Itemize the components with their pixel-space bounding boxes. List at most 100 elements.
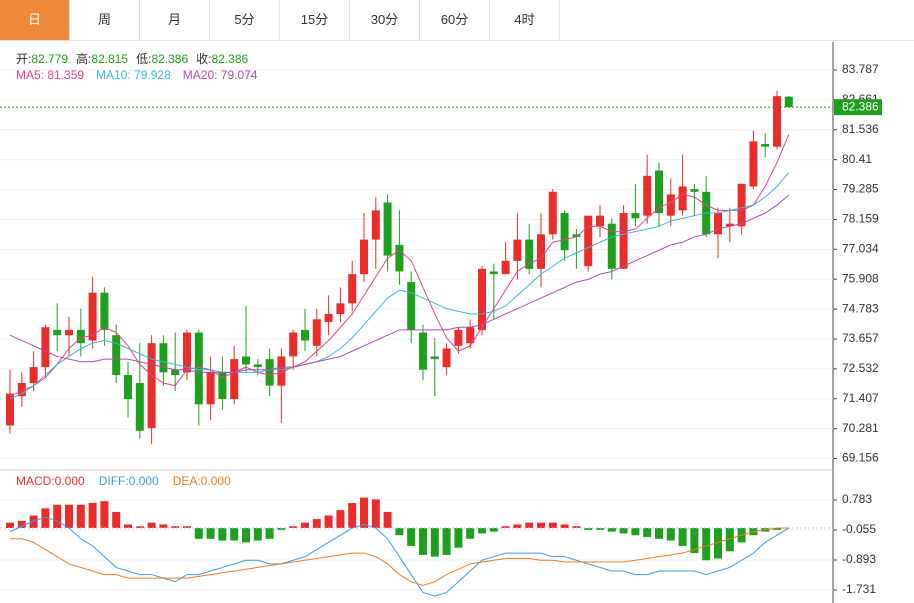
macd-bar	[525, 522, 534, 529]
macd-legend: MACD:0.000	[16, 474, 85, 488]
tab[interactable]: 日	[0, 0, 70, 40]
candle-body	[419, 332, 427, 370]
tab[interactable]: 60分	[420, 0, 490, 40]
candle-body	[596, 215, 604, 227]
macd-bar	[218, 528, 227, 541]
macd-bar	[501, 526, 510, 529]
ma-readout: MA5: 81.359 MA10: 79.928 MA20: 79.074	[16, 68, 269, 82]
macd-bar	[277, 528, 286, 530]
series-line	[9, 516, 790, 597]
y-tick-label: 83.787	[842, 62, 879, 76]
macd-bar	[383, 511, 392, 529]
candle-body	[761, 143, 770, 147]
macd-bar	[489, 528, 498, 532]
candle-body	[690, 189, 699, 192]
candle-body	[501, 260, 510, 275]
candle-body	[371, 210, 380, 240]
candle-body	[206, 372, 215, 405]
candle-body	[383, 202, 392, 256]
candle-body	[194, 332, 203, 405]
macd-bar	[678, 528, 687, 546]
candle-body	[714, 213, 722, 235]
candle-body	[442, 348, 451, 368]
macd-bar	[124, 524, 132, 529]
candle-body	[655, 170, 663, 214]
macd-bar	[253, 528, 262, 541]
macd-bar	[336, 510, 345, 529]
tab[interactable]: 月	[140, 0, 210, 40]
macd-bar	[17, 520, 26, 529]
macd-bar	[53, 504, 62, 529]
y-tick-label: 80.41	[842, 152, 872, 166]
macd-bar	[430, 528, 439, 557]
candle-body	[619, 213, 628, 269]
macd-bar	[655, 528, 663, 539]
tab[interactable]: 15分	[280, 0, 350, 40]
y-tick-label: 77.034	[842, 241, 879, 255]
candle-body	[584, 215, 593, 267]
candle-body	[737, 183, 746, 227]
macd-bar	[419, 528, 427, 555]
macd-legend: DIFF:0.000	[98, 474, 159, 488]
candle-body	[454, 329, 463, 346]
y-tick-label: 71.407	[842, 391, 879, 405]
tab[interactable]: 周	[70, 0, 140, 40]
readout-value: 82.386	[211, 52, 249, 66]
tab[interactable]: 4时	[490, 0, 560, 40]
ma-legend: MA20: 79.074	[182, 68, 258, 82]
macd-bar	[537, 522, 545, 529]
macd-bar	[135, 526, 144, 529]
candle-body	[395, 244, 404, 272]
macd-bar	[194, 528, 203, 539]
candle-body	[6, 393, 14, 426]
candle-body	[253, 364, 262, 368]
tab[interactable]: 5分	[210, 0, 280, 40]
macd-bar	[702, 528, 711, 561]
candle-body	[147, 343, 156, 429]
candle-body	[666, 194, 675, 216]
macd-bar	[289, 526, 298, 529]
macd-bar	[159, 524, 168, 529]
macd-bar	[147, 522, 156, 529]
macd-bar	[88, 502, 97, 529]
macd-bar	[631, 528, 640, 536]
series-line	[9, 134, 790, 397]
macd-bar	[265, 528, 274, 539]
macd-bar	[100, 501, 109, 529]
y-tick-label: 78.159	[842, 212, 879, 226]
macd-bar	[690, 528, 699, 554]
macd-legend: DEA:0.000	[172, 474, 231, 488]
macd-bar	[41, 508, 50, 529]
candle-body	[537, 234, 545, 269]
macd-bar	[348, 502, 357, 529]
readout-label: 收:	[196, 52, 212, 66]
macd-bar	[395, 528, 404, 536]
macd-bar	[171, 526, 180, 529]
macd-readout: MACD:0.000 DIFF:0.000 DEA:0.000	[16, 474, 245, 488]
candle-body	[631, 213, 640, 219]
macd-bar	[607, 528, 616, 532]
ma-legend: MA10: 79.928	[96, 68, 171, 82]
y-tick-label: 0.783	[842, 492, 872, 506]
candle-body	[643, 175, 652, 216]
candle-body	[478, 268, 486, 330]
macd-bar	[619, 528, 628, 534]
readout-value: 82.815	[91, 52, 129, 66]
macd-bar	[29, 515, 38, 529]
candle-body	[560, 213, 569, 251]
series-line	[9, 194, 790, 373]
y-tick-label: 75.908	[842, 271, 879, 285]
macd-bar	[454, 528, 463, 548]
y-tick-label: 73.657	[842, 331, 879, 345]
candle-body	[230, 359, 239, 399]
candle-body	[277, 356, 286, 386]
tab[interactable]: 30分	[350, 0, 420, 40]
macd-bar	[206, 528, 215, 539]
macd-bar	[230, 528, 239, 541]
candle-body	[336, 303, 345, 314]
ma-legend: MA5: 81.359	[16, 68, 85, 82]
candle-body	[29, 367, 38, 384]
y-tick-label: -1.731	[842, 582, 876, 596]
readout-value: 82.386	[151, 52, 189, 66]
macd-bar	[301, 522, 309, 529]
